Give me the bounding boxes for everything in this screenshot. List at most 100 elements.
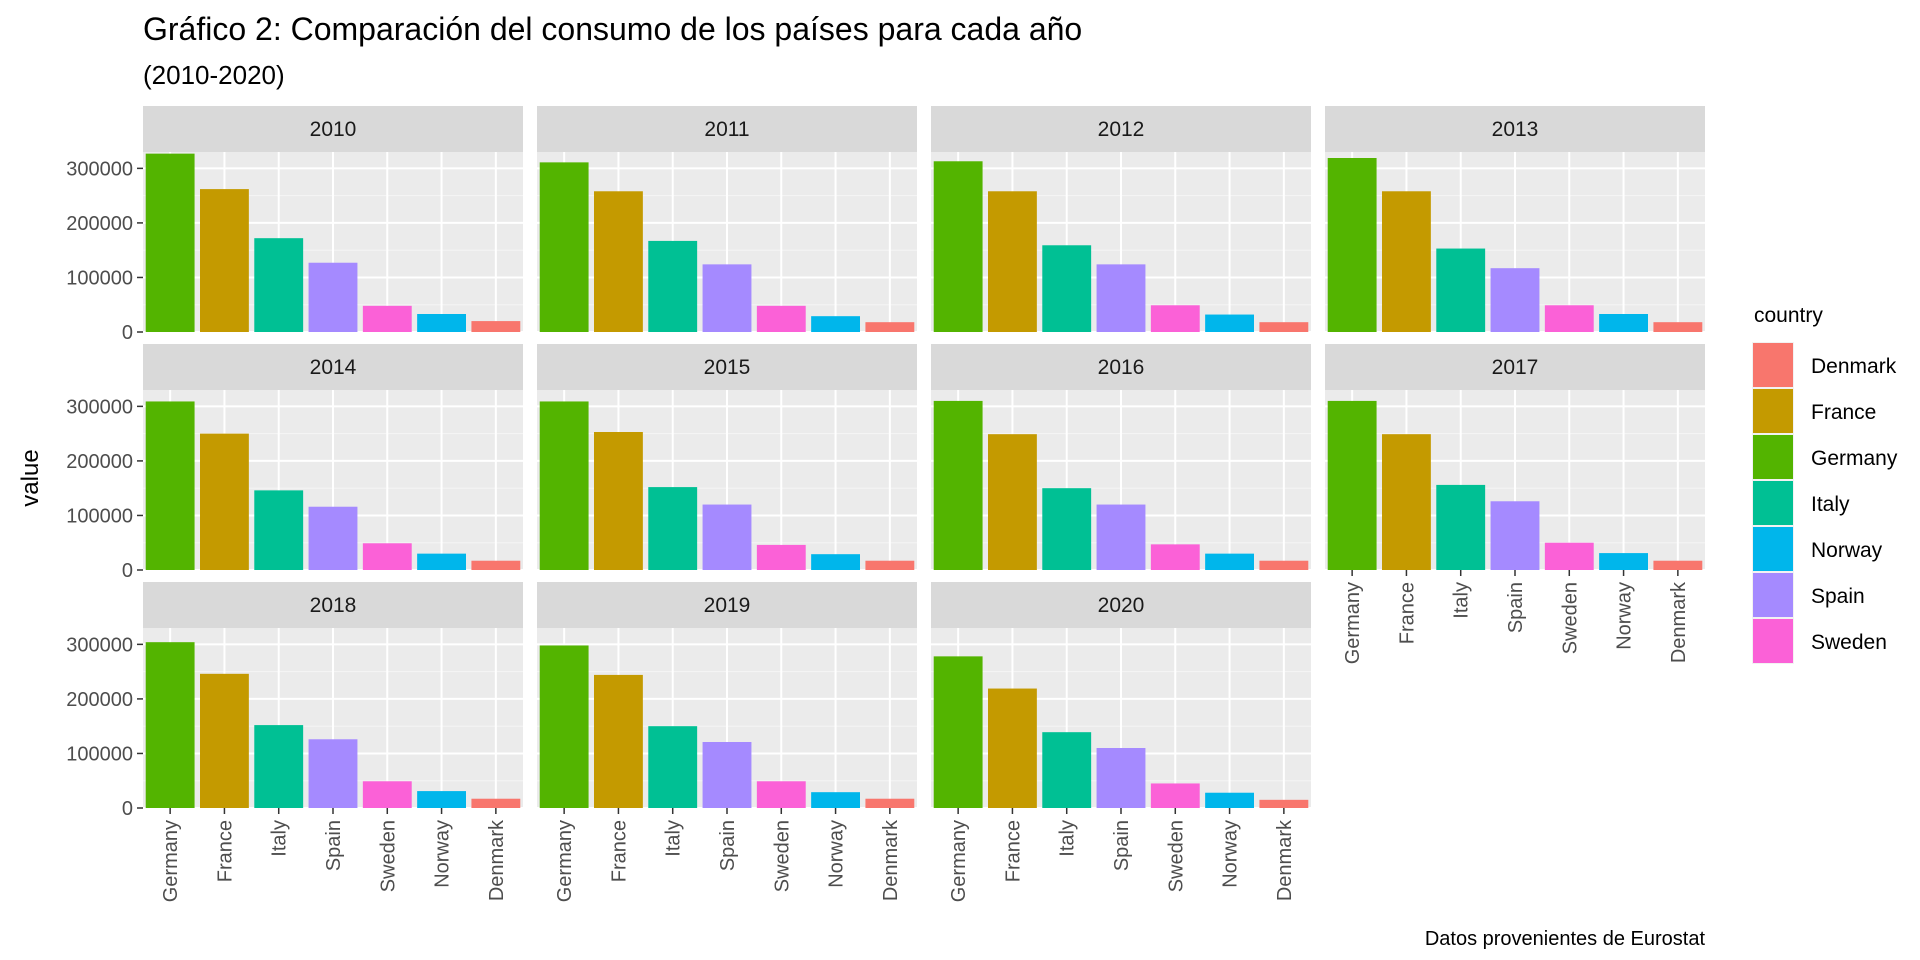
x-tick-label: Denmark [486, 819, 508, 901]
facet-strip-label: 2014 [310, 356, 357, 379]
x-tick-label: Norway [1220, 820, 1242, 888]
bar-italy [648, 726, 698, 808]
legend-label-france: France [1811, 401, 1876, 424]
x-tick-label: Germany [554, 820, 576, 902]
x-tick-label: Italy [1451, 582, 1473, 619]
bar-sweden [756, 781, 806, 808]
bar-sweden [1150, 544, 1200, 570]
facet-panel-2016: 2016 [931, 344, 1311, 571]
facet-panel-2019: 2019 Germany France Italy Spain Sweden Norway D… [537, 582, 917, 902]
bar-spain [702, 742, 752, 808]
bar-spain [308, 262, 358, 332]
legend-title: country [1754, 304, 1823, 327]
bar-norway [1205, 553, 1254, 570]
x-tick-label: Sweden [771, 820, 793, 892]
bar-denmark [865, 560, 915, 570]
bar-italy [1042, 732, 1092, 808]
legend-label-germany: Germany [1811, 447, 1898, 470]
facet-strip-label: 2013 [1492, 118, 1539, 141]
x-tick-label: Sweden [377, 820, 399, 892]
facet-strip [931, 106, 1311, 152]
y-tick-label: 300000 [66, 396, 133, 418]
x-tick-label: Norway [826, 820, 848, 888]
bar-france [200, 673, 249, 808]
facet-strip-label: 2018 [310, 594, 357, 617]
bar-denmark [865, 798, 915, 808]
facet-panel-2013: 2013 [1325, 106, 1705, 333]
bar-norway [1205, 314, 1254, 332]
x-tick-label: Germany [948, 820, 970, 902]
bar-germany [933, 656, 983, 808]
x-tick-label: France [608, 820, 630, 882]
x-tick-label: Denmark [1274, 819, 1296, 901]
bar-sweden [1150, 783, 1200, 808]
x-tick-label: Italy [663, 820, 685, 857]
legend: country Denmark France Germany Italy Norway S… [1752, 304, 1898, 664]
bar-norway [811, 316, 860, 332]
x-tick-label: Italy [1057, 820, 1079, 857]
y-axis-title: value [17, 449, 44, 506]
facet-strip [143, 344, 523, 390]
bar-france [988, 191, 1037, 332]
bar-germany [933, 161, 983, 332]
bar-france [988, 688, 1037, 808]
bar-italy [254, 725, 304, 808]
bar-spain [1490, 501, 1540, 570]
bar-denmark [471, 560, 521, 570]
bar-denmark [1259, 799, 1309, 808]
y-tick-label: 300000 [66, 158, 133, 180]
bar-spain [1096, 264, 1146, 332]
bar-germany [145, 401, 195, 570]
facet-strip-label: 2020 [1098, 594, 1145, 617]
legend-swatch-france [1753, 389, 1793, 433]
bar-italy [1042, 488, 1092, 570]
facet-strip [537, 582, 917, 628]
legend-label-sweden: Sweden [1811, 631, 1887, 654]
facet-strip [143, 106, 523, 152]
bar-germany [1327, 158, 1377, 332]
bar-sweden [362, 781, 412, 808]
bar-spain [308, 739, 358, 808]
facet-strip [1325, 106, 1705, 152]
facet-strip [931, 344, 1311, 390]
bar-norway [417, 791, 466, 808]
x-tick-label: Spain [717, 820, 739, 871]
bar-france [594, 432, 643, 570]
bar-italy [1436, 248, 1486, 332]
bar-spain [1490, 268, 1540, 332]
bar-sweden [362, 305, 412, 332]
bar-sweden [362, 543, 412, 570]
facet-strip [143, 582, 523, 628]
y-tick-label: 100000 [66, 505, 133, 527]
facet-panel-2014: 2014 0 100000 200000 300000 [66, 344, 523, 582]
x-tick-label: Norway [1614, 582, 1636, 650]
bar-sweden [756, 305, 806, 332]
y-tick-label: 0 [122, 322, 133, 344]
bar-norway [1205, 792, 1254, 808]
bar-denmark [1259, 560, 1309, 570]
y-tick-label: 0 [122, 798, 133, 820]
facet-panel-2011: 2011 [537, 106, 917, 333]
bar-italy [648, 487, 698, 570]
bar-spain [702, 504, 752, 570]
bar-spain [1096, 748, 1146, 808]
legend-label-denmark: Denmark [1811, 355, 1897, 378]
legend-label-italy: Italy [1811, 493, 1850, 516]
facet-strip-label: 2017 [1492, 356, 1539, 379]
legend-swatch-denmark [1753, 343, 1793, 387]
facet-panel-2017: 2017 Germany France Italy Spain Sweden Norway D… [1325, 344, 1705, 664]
bar-france [1382, 191, 1431, 332]
x-tick-label: France [214, 820, 236, 882]
facet-strip-label: 2015 [704, 356, 751, 379]
bar-norway [417, 314, 466, 332]
bar-denmark [1259, 322, 1309, 332]
bar-germany [539, 162, 589, 332]
y-tick-label: 200000 [66, 689, 133, 711]
bar-norway [1599, 553, 1648, 570]
bar-germany [145, 153, 195, 332]
facet-panel-2012: 2012 [931, 106, 1311, 333]
facet-panels: 2010 0 100000 200000 300000 2011 2012 2013 2014 0… [66, 106, 1705, 902]
bar-italy [1042, 245, 1092, 332]
bar-italy [254, 490, 304, 570]
x-tick-label: Spain [1505, 582, 1527, 633]
